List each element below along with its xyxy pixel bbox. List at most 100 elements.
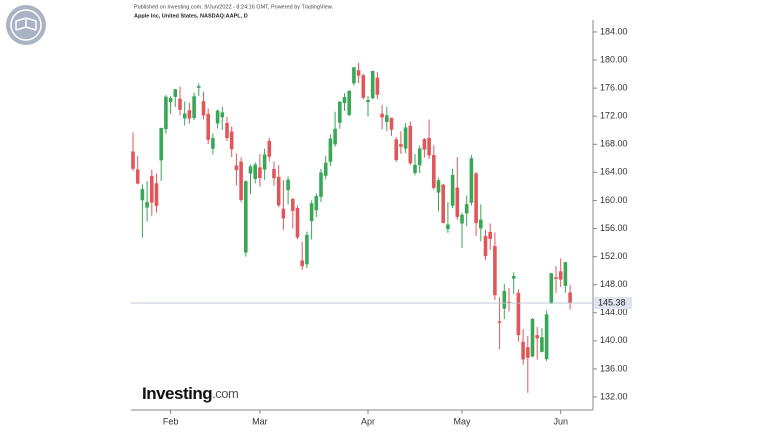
candle-body xyxy=(427,137,431,156)
candle-body xyxy=(333,128,337,145)
candle-body xyxy=(563,262,568,286)
candle-body xyxy=(389,117,394,130)
candle-body xyxy=(507,301,511,303)
candle-body xyxy=(173,89,178,97)
candle-body xyxy=(215,110,220,124)
candle-body xyxy=(526,347,530,358)
candle-body xyxy=(295,207,300,238)
candle-body xyxy=(432,155,436,188)
y-tick-label: 140.00 xyxy=(600,335,628,345)
candle-body xyxy=(370,71,375,99)
x-tick-label: Feb xyxy=(163,416,179,426)
candle-body xyxy=(150,175,154,203)
candle-body xyxy=(483,236,488,257)
candle-body xyxy=(211,138,215,149)
candle-body xyxy=(460,214,464,224)
candle-body xyxy=(361,75,366,98)
candle-body xyxy=(187,110,192,119)
x-tick-label: Jun xyxy=(553,416,568,426)
y-tick-label: 160.00 xyxy=(600,195,628,205)
candle-body xyxy=(248,166,253,174)
x-tick-label: Mar xyxy=(252,416,268,426)
candle-body xyxy=(516,292,521,336)
candle-body xyxy=(403,127,408,149)
candle-body xyxy=(385,115,389,123)
candle-body xyxy=(441,184,445,223)
x-tick-label: May xyxy=(453,416,471,426)
candle-body xyxy=(300,260,304,267)
candle-body xyxy=(281,208,286,219)
y-tick-label: 132.00 xyxy=(600,391,628,401)
site-icon xyxy=(6,5,46,45)
candle-body xyxy=(262,154,267,170)
candle-body xyxy=(206,113,210,140)
candle-body xyxy=(342,97,347,104)
candle-body xyxy=(239,161,243,200)
candle-body xyxy=(497,321,502,323)
candle-body xyxy=(319,172,323,197)
candle-body xyxy=(540,337,544,352)
candle-body xyxy=(375,77,380,95)
candle-body xyxy=(380,113,384,118)
candle-body xyxy=(131,151,135,169)
y-tick-label: 184.00 xyxy=(600,26,628,36)
candle-body xyxy=(286,179,290,191)
candle-body xyxy=(178,98,182,110)
candle-body xyxy=(488,231,492,239)
candle-body xyxy=(493,246,497,296)
candle-body xyxy=(234,165,239,171)
candle-body xyxy=(197,86,201,88)
x-tick-label: Apr xyxy=(361,416,375,426)
candle-body xyxy=(558,271,563,280)
candle-body xyxy=(229,131,234,150)
y-tick-label: 156.00 xyxy=(600,223,628,233)
y-tick-label: 180.00 xyxy=(600,54,628,64)
y-tick-label: 176.00 xyxy=(600,83,628,93)
candle-body xyxy=(469,158,474,203)
candle-body xyxy=(446,224,450,230)
candle-body xyxy=(253,164,257,179)
candle-body xyxy=(450,174,455,206)
candles xyxy=(131,62,572,393)
candle-body xyxy=(436,180,441,193)
candle-body xyxy=(309,203,314,222)
candle-body xyxy=(164,96,168,130)
candle-body xyxy=(225,123,229,139)
candle-body xyxy=(399,144,403,147)
candle-body xyxy=(244,181,248,253)
candle-body xyxy=(145,201,149,208)
candle-body xyxy=(154,183,159,206)
candle-body xyxy=(413,164,417,173)
candle-body xyxy=(530,319,535,357)
y-tick-label: 152.00 xyxy=(600,251,628,261)
candle-body xyxy=(366,99,370,102)
candle-body xyxy=(328,138,333,162)
y-tick-label: 148.00 xyxy=(600,279,628,289)
candle-body xyxy=(140,189,145,201)
candle-body xyxy=(394,139,398,161)
candle-body xyxy=(455,187,460,217)
candle-body xyxy=(544,314,549,360)
subtitle: Apple Inc, United States, NASDAQ:AAPL, D xyxy=(134,13,248,19)
candle-body xyxy=(258,167,262,178)
candle-body xyxy=(201,101,206,116)
logo-suffix: .com xyxy=(212,386,238,401)
candle-body xyxy=(549,273,554,304)
candle-body xyxy=(272,168,276,179)
y-tick-label: 168.00 xyxy=(600,139,628,149)
candle-body xyxy=(464,204,469,214)
candle-body xyxy=(305,234,309,265)
candle-body xyxy=(568,292,572,304)
candle-body xyxy=(356,70,361,76)
candle-body xyxy=(220,112,225,118)
candle-body xyxy=(192,96,196,119)
candle-body xyxy=(408,125,413,164)
candle-body xyxy=(323,162,328,176)
last-price-box xyxy=(594,297,632,310)
candle-body xyxy=(554,277,558,279)
candle-body xyxy=(479,219,483,229)
y-tick-label: 136.00 xyxy=(600,363,628,373)
